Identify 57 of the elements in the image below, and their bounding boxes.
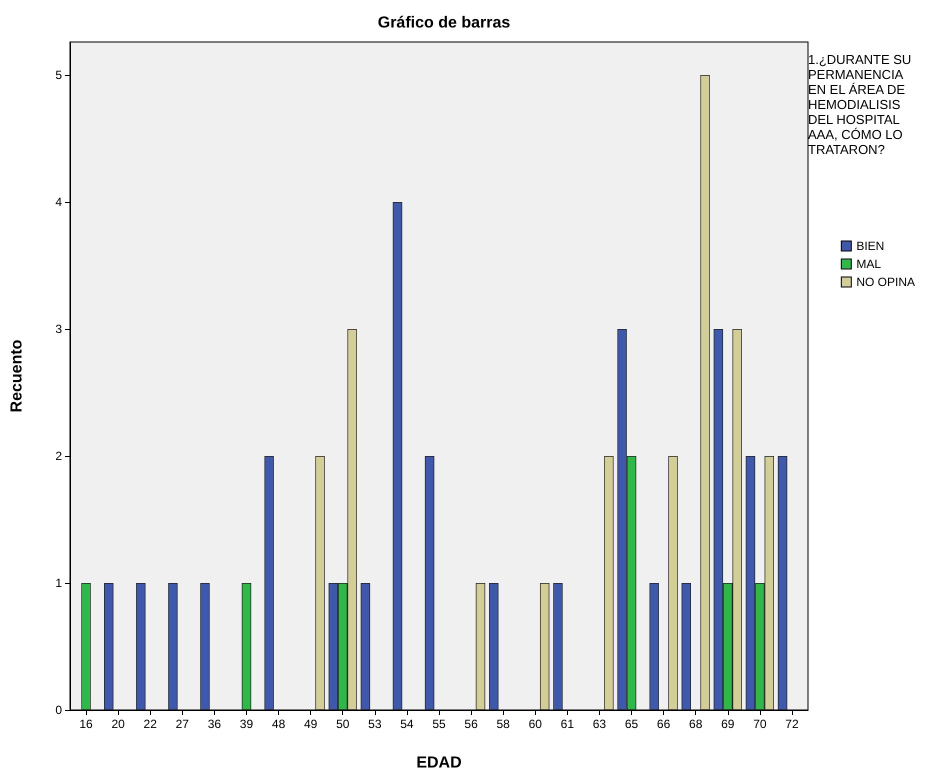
bar [200,583,210,710]
bar [242,583,252,710]
bar [540,583,550,710]
y-tick-label: 0 [55,703,62,717]
x-tick-label: 20 [111,717,126,731]
bar [315,456,325,710]
bar [476,583,486,710]
bar [668,456,678,710]
x-tick-label: 66 [656,717,671,731]
x-tick-label: 55 [432,717,446,731]
bar [168,583,178,710]
x-tick-label: 70 [753,717,767,731]
x-tick-label: 69 [721,717,735,731]
legend-label: BIEN [856,239,884,253]
y-tick-label: 2 [55,449,62,464]
chart-title: Gráfico de barras [378,14,510,32]
bar [81,583,91,710]
x-tick-label: 39 [240,717,254,731]
x-tick-label: 16 [79,717,94,731]
legend-title: 1.¿DURANTE SU PERMANENCIA EN EL ÁREA DE HEMODIALISIS DEL HOSPITAL AAA, CÓMO LO TRATARON? [808,52,915,157]
y-tick-label: 4 [55,195,62,210]
bar [649,583,659,710]
x-tick-label: 60 [528,717,542,731]
x-tick-label: 61 [560,717,574,731]
bar [778,456,788,710]
x-tick-label: 53 [368,717,382,731]
bar [682,583,691,710]
bar [553,583,563,710]
x-tick-label: 49 [304,717,318,731]
legend-label: NO OPINA [856,275,916,289]
bar [360,583,370,710]
x-tick-label: 36 [208,717,222,731]
x-tick-label: 65 [624,717,639,731]
x-tick-label: 22 [144,717,158,731]
bar [104,583,114,710]
y-tick-label: 3 [55,322,62,336]
y-tick-label: 5 [55,68,62,82]
x-tick-label: 58 [496,717,510,731]
x-tick-label: 72 [785,717,799,731]
bar [136,583,146,710]
x-tick-label: 54 [400,717,414,731]
x-tick-label: 27 [176,717,190,731]
bar [424,456,434,710]
y-axis-title: Recuento [8,339,26,412]
x-axis-title: EDAD [416,754,462,772]
legend-label: MAL [856,257,882,271]
x-tick-label: 48 [272,717,286,731]
y-tick-label: 1 [55,576,62,590]
x-tick-label: 63 [592,717,606,731]
bar [604,456,614,710]
bar [700,75,710,710]
x-tick-label: 50 [336,717,350,731]
x-tick-label: 68 [689,717,703,731]
x-tick-label: 56 [464,717,478,731]
bar [489,583,498,710]
bar [264,456,274,710]
bar [392,202,402,710]
